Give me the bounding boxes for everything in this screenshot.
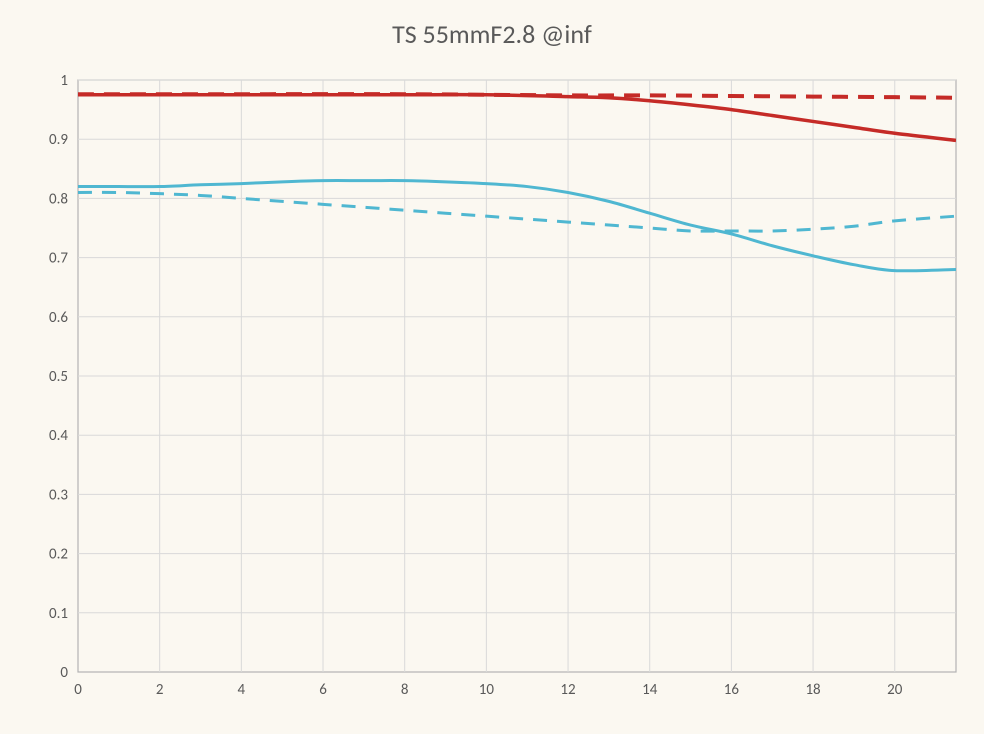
y-tick-label: 0.5: [49, 368, 68, 386]
y-tick-label: 1: [60, 72, 68, 90]
y-tick-label: 0.2: [49, 546, 68, 564]
x-tick-label: 6: [319, 681, 327, 699]
x-tick-label: 10: [479, 681, 495, 699]
x-tick-label: 16: [724, 681, 740, 699]
page-root: TS 55mmF2.8 @inf 0 2 4 6 8 10 12 14 16 18 20 0 0.1 0.…: [0, 0, 984, 734]
y-tick-label: 0: [60, 664, 68, 682]
y-tick-label: 0.4: [49, 427, 68, 445]
x-tick-label: 4: [238, 681, 246, 699]
x-tick-label: 20: [887, 681, 903, 699]
x-tick-label: 8: [401, 681, 409, 699]
chart-container: 0 2 4 6 8 10 12 14 16 18 20 0 0.1 0.2 0.3 0.4 0.5 0.6 0.7 0…: [20, 72, 964, 704]
series-red-solid: [78, 95, 956, 141]
y-tick-label: 0.6: [49, 309, 68, 327]
x-tick-label: 0: [74, 681, 82, 699]
mtf-chart: 0 2 4 6 8 10 12 14 16 18 20 0 0.1 0.2 0.3 0.4 0.5 0.6 0.7 0…: [20, 72, 964, 704]
y-tick-label: 0.9: [49, 131, 68, 149]
y-tick-label: 0.7: [49, 250, 68, 268]
y-tick-label: 0.3: [49, 486, 68, 504]
y-tick-label: 0.1: [49, 605, 68, 623]
chart-title: TS 55mmF2.8 @inf: [0, 0, 984, 58]
y-tick-label: 0.8: [49, 190, 68, 208]
x-tick-label: 14: [642, 681, 658, 699]
x-tick-label: 12: [560, 681, 575, 699]
x-tick-label: 18: [805, 681, 820, 699]
series-group: [78, 94, 956, 271]
x-tick-label: 2: [156, 681, 164, 699]
